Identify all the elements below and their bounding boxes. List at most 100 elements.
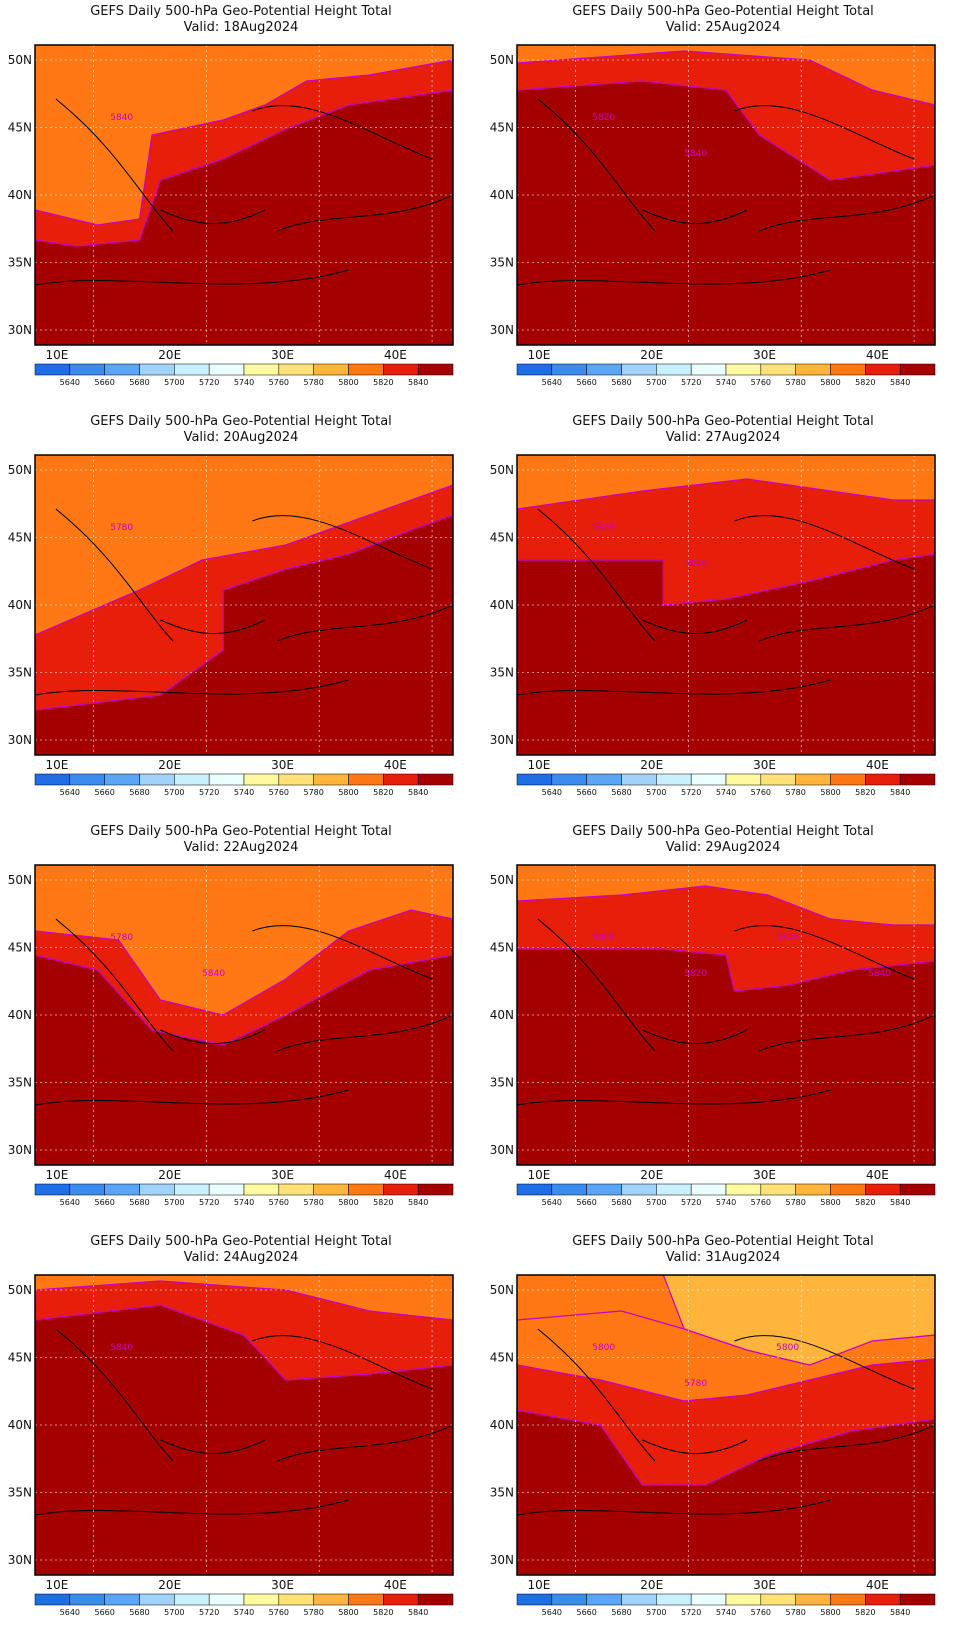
lat-tick-label: 50N bbox=[490, 1283, 514, 1297]
lat-tick-label: 40N bbox=[490, 598, 514, 612]
lat-tick-label: 35N bbox=[8, 666, 32, 680]
lon-tick-label: 20E bbox=[640, 758, 663, 772]
colorbar-swatch bbox=[551, 1183, 587, 1196]
contour-label: 5820 bbox=[592, 933, 615, 943]
contour-label: 5840 bbox=[776, 933, 799, 943]
colorbar-label: 5680 bbox=[611, 1198, 631, 1207]
colorbar-label: 5660 bbox=[94, 1198, 114, 1207]
colorbar-swatch bbox=[899, 363, 936, 376]
colorbar-swatch bbox=[586, 1183, 622, 1196]
height-band-5820 bbox=[35, 59, 453, 247]
map-panel: GEFS Daily 500-hPa Geo-Potential Height … bbox=[0, 820, 482, 1230]
lat-tick-label: 40N bbox=[8, 598, 32, 612]
contour-label: 5820 bbox=[684, 969, 707, 979]
colorbar-swatch bbox=[417, 1183, 454, 1196]
colorbar-swatch bbox=[725, 773, 762, 786]
colorbar-swatch bbox=[243, 1593, 280, 1606]
map-svg: 5840 50N 45N 40N 35N 30N 10E 20E 30E 40E 5640 5660 5… bbox=[8, 44, 454, 387]
lon-tick-label: 30E bbox=[753, 758, 776, 772]
colorbar-label: 5640 bbox=[60, 1608, 80, 1617]
colorbar-label: 5820 bbox=[855, 1608, 875, 1617]
colorbar-swatch bbox=[516, 363, 553, 376]
contour-label: 5840 bbox=[868, 969, 891, 979]
colorbar-swatch bbox=[417, 773, 454, 786]
colorbar-swatch bbox=[313, 773, 349, 786]
lat-tick-label: 40N bbox=[8, 1418, 32, 1432]
colorbar-swatch bbox=[586, 363, 622, 376]
colorbar-swatch bbox=[586, 1593, 622, 1606]
lon-tick-label: 10E bbox=[45, 758, 68, 772]
colorbar-swatch bbox=[830, 1593, 866, 1606]
lon-tick-label: 20E bbox=[158, 1578, 181, 1592]
colorbar-label: 5800 bbox=[338, 1198, 358, 1207]
colorbar-label: 5780 bbox=[303, 1198, 323, 1207]
colorbar-label: 5800 bbox=[338, 378, 358, 387]
colorbar-swatch bbox=[725, 1593, 762, 1606]
lon-tick-label: 10E bbox=[527, 348, 550, 362]
colorbar-label: 5760 bbox=[751, 1608, 771, 1617]
contour-label: 5800 bbox=[592, 1343, 615, 1353]
colorbar-swatch bbox=[278, 773, 314, 786]
colorbar-swatch bbox=[278, 363, 314, 376]
colorbar-swatch bbox=[69, 773, 105, 786]
lat-tick-label: 40N bbox=[490, 1008, 514, 1022]
colorbar-swatch bbox=[348, 1183, 384, 1196]
lat-tick-label: 50N bbox=[490, 463, 514, 477]
colorbar-label: 5700 bbox=[646, 378, 666, 387]
colorbar-swatch bbox=[690, 1593, 727, 1606]
lat-tick-label: 35N bbox=[8, 1486, 32, 1500]
lon-tick-label: 20E bbox=[158, 1168, 181, 1182]
lat-tick-label: 50N bbox=[8, 1283, 32, 1297]
colorbar-label: 5740 bbox=[716, 1608, 736, 1617]
lon-tick-label: 10E bbox=[45, 1578, 68, 1592]
map-panel: GEFS Daily 500-hPa Geo-Potential Height … bbox=[0, 0, 482, 410]
coastline bbox=[517, 508, 935, 696]
panel-valid-date: Valid: 31Aug2024 bbox=[665, 1250, 781, 1265]
colorbar-label: 5700 bbox=[164, 378, 184, 387]
colorbar-label: 5660 bbox=[576, 1198, 596, 1207]
colorbar-label: 5840 bbox=[890, 788, 910, 797]
panel-title: GEFS Daily 500-hPa Geo-Potential Height … bbox=[572, 824, 874, 839]
colorbar-swatch bbox=[760, 773, 796, 786]
lat-tick-label: 35N bbox=[490, 1486, 514, 1500]
colorbar-swatch bbox=[313, 1183, 349, 1196]
colorbar-swatch bbox=[760, 363, 796, 376]
lon-tick-label: 30E bbox=[271, 1578, 294, 1592]
height-band-5820 bbox=[35, 484, 453, 711]
colorbar-label: 5760 bbox=[269, 378, 289, 387]
map-frame bbox=[34, 44, 454, 346]
lat-tick-label: 30N bbox=[8, 1143, 32, 1157]
colorbar-label: 5820 bbox=[373, 788, 393, 797]
colorbar-label: 5780 bbox=[303, 1608, 323, 1617]
panel-valid-date: Valid: 27Aug2024 bbox=[665, 430, 781, 445]
lat-tick-label: 45N bbox=[8, 121, 32, 135]
colorbar-label: 5720 bbox=[681, 1608, 701, 1617]
map-svg: 5840 50N 45N 40N 35N 30N 10E 20E 30E 40E 5640 5660 5… bbox=[8, 1274, 454, 1617]
lon-tick-label: 40E bbox=[866, 758, 889, 772]
colorbar-swatch bbox=[621, 1183, 657, 1196]
map-svg: 5780 50N 45N 40N 35N 30N 10E 20E 30E 40E 5640 5660 5… bbox=[8, 454, 454, 797]
colorbar-swatch bbox=[830, 363, 866, 376]
colorbar-label: 5680 bbox=[611, 788, 631, 797]
lon-tick-label: 20E bbox=[640, 348, 663, 362]
panel-valid-date: Valid: 22Aug2024 bbox=[183, 840, 299, 855]
colorbar-label: 5660 bbox=[576, 788, 596, 797]
colorbar-swatch bbox=[830, 773, 866, 786]
colorbar-swatch bbox=[656, 1183, 692, 1196]
panel-title: GEFS Daily 500-hPa Geo-Potential Height … bbox=[90, 414, 392, 429]
colorbar-label: 5700 bbox=[646, 1608, 666, 1617]
contour-label: 5800 bbox=[776, 1343, 799, 1353]
lon-tick-label: 30E bbox=[271, 348, 294, 362]
colorbar-swatch bbox=[174, 1183, 210, 1196]
lat-tick-label: 40N bbox=[490, 188, 514, 202]
colorbar-label: 5840 bbox=[890, 378, 910, 387]
colorbar-label: 5660 bbox=[94, 378, 114, 387]
colorbar-label: 5660 bbox=[94, 788, 114, 797]
panel-title: GEFS Daily 500-hPa Geo-Potential Height … bbox=[90, 1234, 392, 1249]
colorbar-label: 5800 bbox=[820, 788, 840, 797]
height-band-5840 bbox=[517, 948, 935, 1165]
colorbar-swatch bbox=[139, 1183, 175, 1196]
lat-tick-label: 50N bbox=[490, 873, 514, 887]
colorbar-swatch bbox=[174, 1593, 210, 1606]
